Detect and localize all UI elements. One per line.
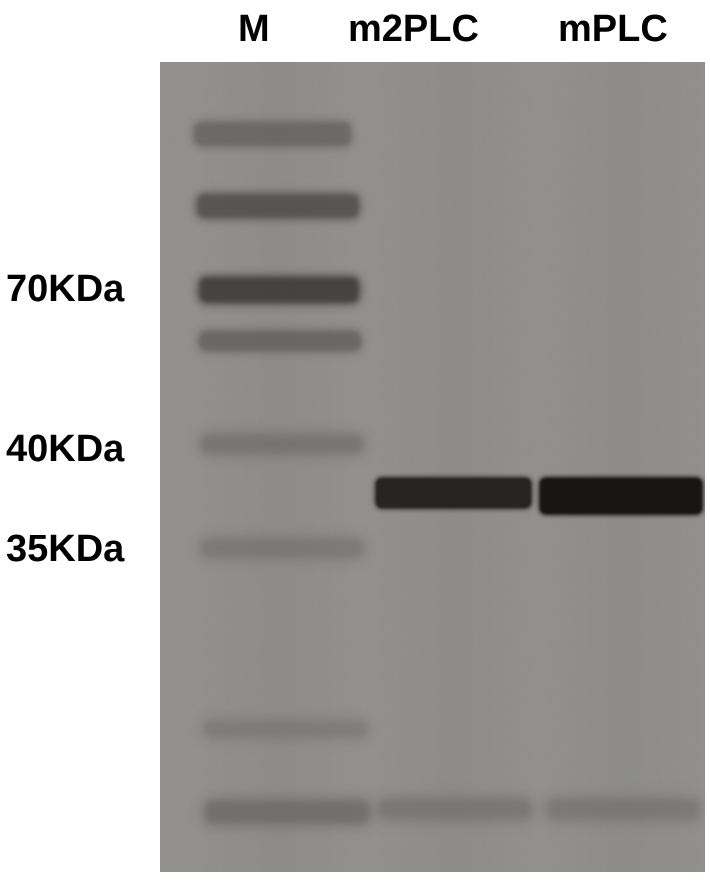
gel-band (540, 478, 702, 514)
gel-band (380, 800, 530, 818)
gel-band (200, 278, 358, 302)
mw-label-70kda: 70KDa (6, 268, 124, 311)
gel-image (160, 62, 705, 872)
lane-label-mplc: mPLC (558, 8, 668, 51)
mw-label-40kda: 40KDa (6, 428, 124, 471)
mw-label-35kda: 35KDa (6, 528, 124, 571)
lane-label-m2plc: m2PLC (348, 8, 479, 51)
gel-band (202, 436, 362, 452)
lane-label-marker: M (238, 8, 270, 51)
gel-band (195, 123, 350, 145)
lane-shade-mplc (540, 62, 705, 872)
gel-band (206, 802, 368, 822)
lane-shade-marker (195, 62, 360, 872)
gel-band (204, 722, 366, 736)
gel-band (200, 332, 360, 350)
gel-band (202, 540, 362, 556)
gel-band (198, 195, 358, 217)
gel-band (548, 800, 698, 818)
lane-shade-m2plc (370, 62, 540, 872)
gel-band (376, 478, 531, 508)
